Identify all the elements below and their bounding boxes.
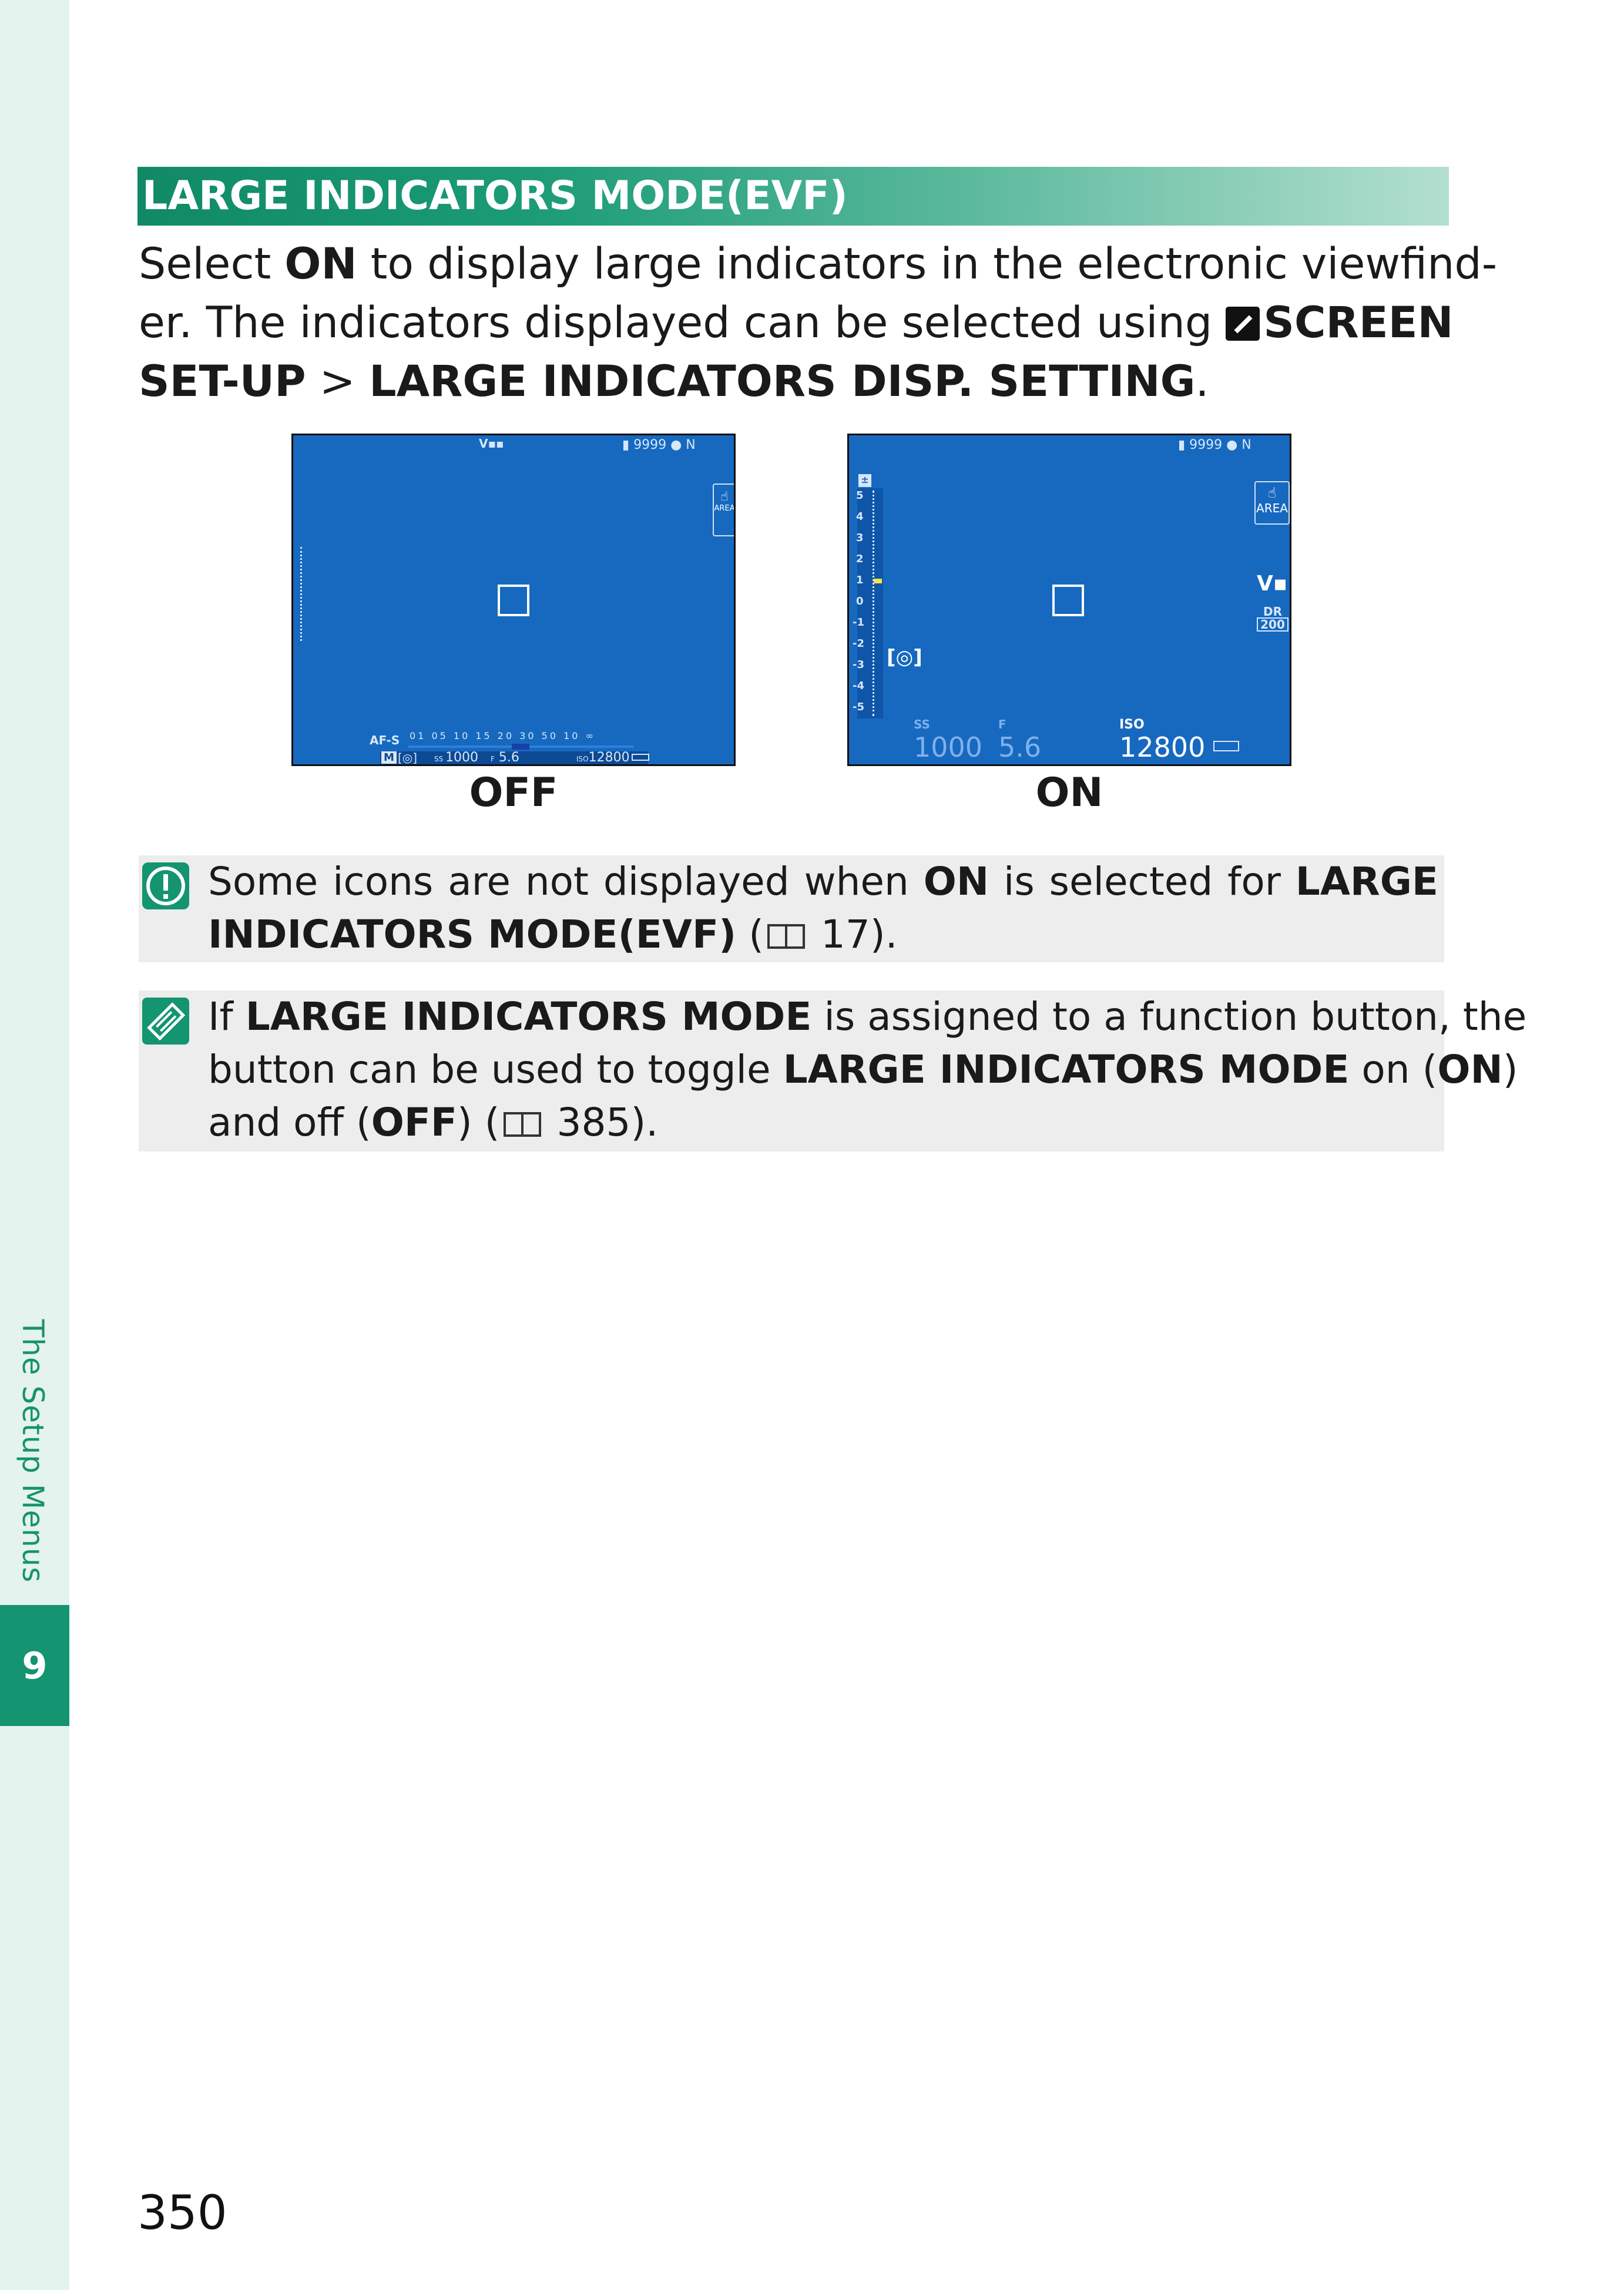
distance-scale: 01 05 10 15 20 30 50 10 ∞ — [410, 730, 596, 741]
aperture-label: F — [998, 717, 1006, 731]
caution-line-2: INDICATORS MODE(EVF) ( 17). — [208, 912, 898, 957]
aperture-readout: F 5.6 — [491, 750, 519, 765]
tip-line-3: and off (OFF) ( 385). — [208, 1100, 659, 1145]
af-mode: AF-S — [370, 733, 400, 747]
caution-note: Some icons are not displayed when ON is … — [139, 855, 1444, 962]
shooting-mode: M — [381, 751, 397, 764]
focus-frame — [1052, 585, 1084, 616]
tick-label: -3 — [853, 659, 864, 671]
focus-frame — [498, 585, 529, 616]
wrench-icon — [1226, 307, 1260, 341]
tip-line-1: If LARGE INDICATORS MODE is assigned to … — [208, 994, 1527, 1039]
intro-line-1: Select ON to display large indicators in… — [139, 239, 1498, 289]
shutter-readout: SS 1000 — [434, 750, 479, 765]
exposure-indicator — [874, 579, 882, 583]
exposure-scale — [300, 547, 308, 641]
shutter-readout: 1000 — [914, 731, 983, 763]
caution-icon — [142, 862, 189, 909]
tip-line-2: button can be used to toggle LARGE INDIC… — [208, 1047, 1518, 1092]
tick-label: 3 — [856, 532, 864, 544]
tick-label: -5 — [853, 701, 864, 713]
distance-bar — [408, 744, 634, 750]
section-heading: LARGE INDICATORS MODE(EVF) — [137, 167, 1449, 226]
tick-label: 5 — [856, 489, 864, 502]
metering-icon: [◎] — [887, 646, 922, 669]
book-icon — [767, 924, 805, 949]
chapter-number: 9 — [0, 1605, 69, 1726]
frame-counter: ▮ 9999 ● N — [1178, 438, 1251, 452]
iso-readout: ISO12800 — [576, 750, 630, 765]
section-label: The Setup Menus — [16, 1319, 50, 1583]
tip-icon — [142, 998, 189, 1045]
intro-line-2: er. The indicators displayed can be sele… — [139, 298, 1454, 348]
film-sim-icon: V▪▪ — [479, 436, 504, 451]
metering-icon: [◎] — [398, 751, 418, 765]
caption-off: OFF — [469, 770, 558, 816]
battery-icon — [1213, 741, 1239, 751]
tick-label: -4 — [853, 680, 864, 692]
viewfinder-on-screen: ▮ 9999 ● N ☝ AREA ± 5 4 3 2 1 0 -1 -2 -3 … — [847, 434, 1291, 766]
iso-label: ISO — [1119, 717, 1145, 732]
film-sim-icon: V▪ — [1257, 572, 1288, 596]
focus-area-badge: ☝ AREA — [713, 483, 734, 536]
exposure-scale-ticks — [873, 491, 874, 716]
dynamic-range: DR 200 — [1257, 606, 1289, 632]
tick-label: 4 — [856, 511, 864, 523]
tick-label: -2 — [853, 637, 864, 650]
ss-label: SS — [914, 717, 930, 731]
tick-label: 2 — [856, 553, 864, 565]
frame-counter: ▮ 9999 ● N — [622, 438, 696, 452]
intro-line-3: SET-UP > LARGE INDICATORS DISP. SETTING. — [139, 357, 1209, 407]
exposure-comp-icon: ± — [858, 474, 871, 487]
exposure-scale — [857, 488, 883, 718]
tick-label: 1 — [856, 574, 864, 586]
side-strip — [0, 0, 69, 2290]
page-number: 350 — [137, 2185, 227, 2240]
viewfinder-off-screen: V▪▪ ▮ 9999 ● N ☝ AREA AF-S 01 05 10 15 20… — [291, 434, 736, 766]
tip-note: If LARGE INDICATORS MODE is assigned to … — [139, 990, 1527, 1151]
tick-label: -1 — [853, 616, 864, 629]
book-icon — [503, 1112, 541, 1137]
caution-line-1: Some icons are not displayed when ON is … — [208, 859, 1439, 904]
aperture-readout: 5.6 — [998, 731, 1042, 763]
info-bar — [380, 751, 648, 764]
caption-on: ON — [1035, 770, 1103, 816]
focus-area-badge: ☝ AREA — [1254, 481, 1290, 525]
tick-label: 0 — [856, 595, 864, 607]
battery-icon — [632, 754, 649, 761]
iso-readout: 12800 — [1119, 731, 1206, 763]
